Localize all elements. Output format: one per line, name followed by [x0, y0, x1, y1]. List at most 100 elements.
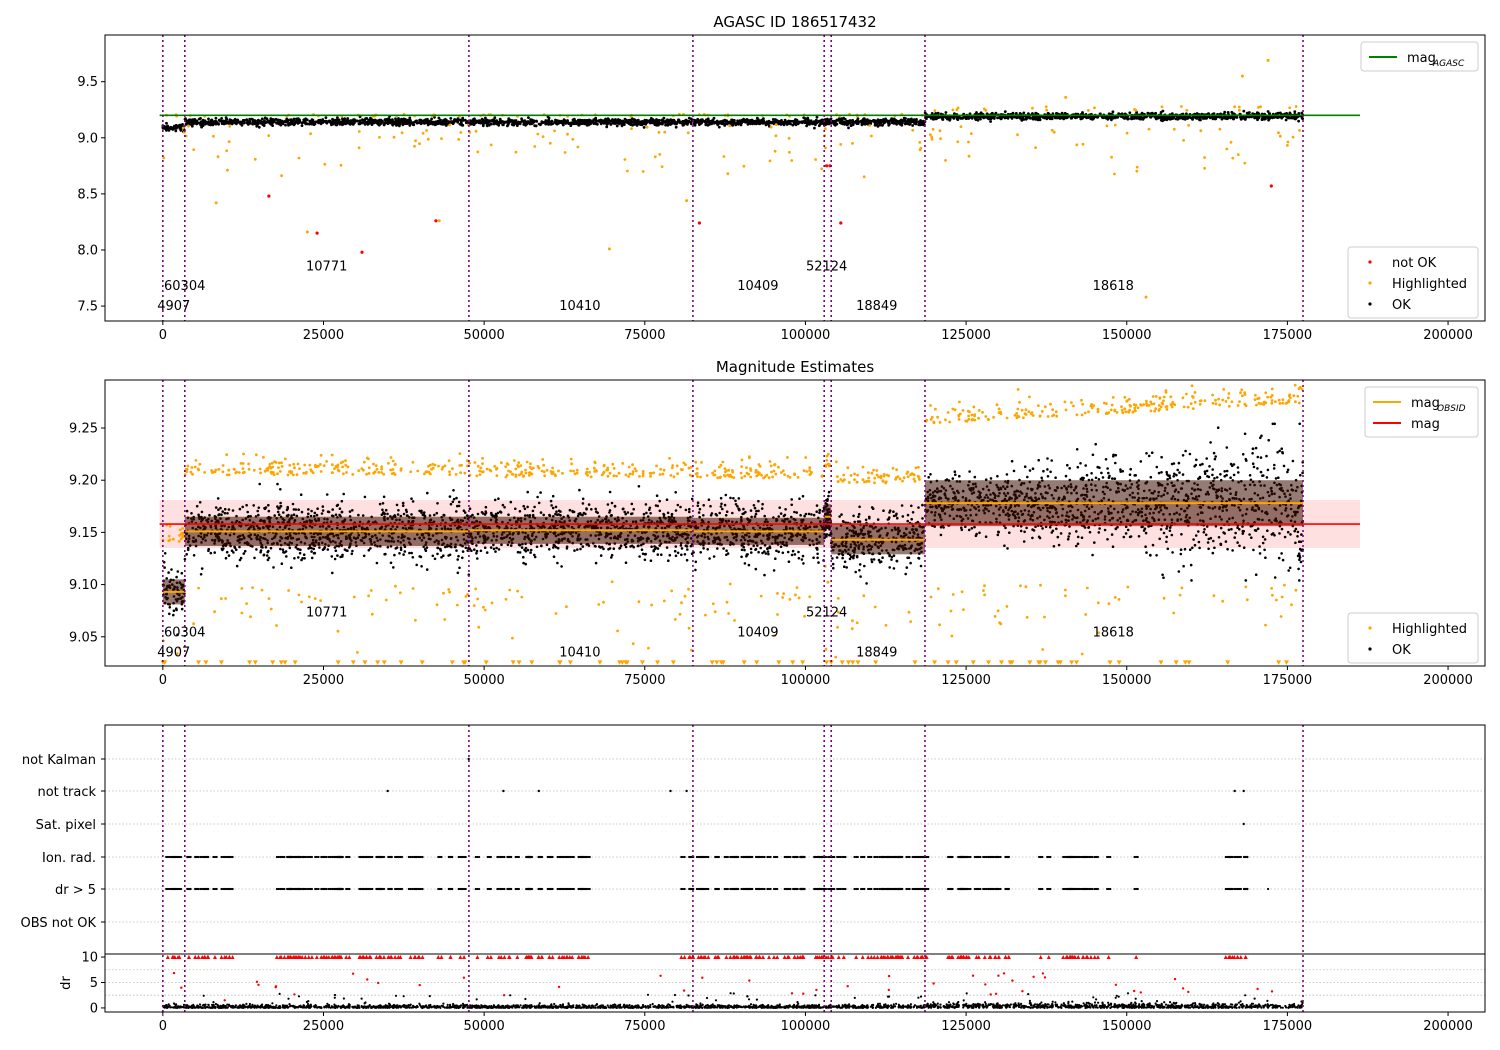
ok-point: [176, 570, 180, 573]
ok-point: [441, 121, 445, 125]
ok-point: [674, 125, 678, 129]
ok-point: [229, 118, 233, 122]
ok-point: [169, 127, 173, 130]
ok-point: [628, 118, 632, 122]
highlighted-point: [292, 473, 295, 477]
ok-point: [165, 121, 168, 125]
ok-point: [522, 555, 525, 559]
ok-point: [323, 546, 327, 549]
ok-point: [442, 554, 445, 557]
ok-point: [172, 124, 176, 128]
ok-point: [1058, 116, 1062, 120]
highlighted-point: [280, 174, 283, 178]
highlighted-point: [447, 459, 451, 463]
ok-point: [436, 552, 439, 556]
ok-point: [225, 117, 229, 121]
ok-point: [723, 124, 727, 127]
ok-point: [547, 123, 550, 126]
ok-point: [608, 120, 611, 124]
highlighted-point: [623, 158, 627, 161]
highlighted-point: [181, 527, 185, 530]
ok-point: [688, 510, 691, 514]
legend-label: not OK: [1392, 256, 1437, 271]
ok-point: [510, 123, 514, 126]
ok-point: [386, 120, 389, 123]
ok-point: [679, 505, 682, 509]
ok-point: [455, 496, 458, 500]
ok-point: [221, 510, 224, 513]
ok-point: [939, 115, 943, 119]
ok-point: [233, 545, 236, 549]
ok-point: [985, 112, 989, 116]
ok-point: [336, 503, 340, 507]
ok-point: [610, 501, 614, 505]
ok-point: [773, 119, 777, 122]
ok-point: [420, 565, 423, 568]
ok-point: [792, 122, 796, 125]
ok-point: [291, 502, 295, 506]
highlighted-point: [168, 524, 172, 528]
ok-point: [311, 121, 315, 125]
ok-point: [220, 122, 224, 125]
ok-point: [529, 551, 532, 554]
ok-point: [398, 124, 401, 128]
ok-point: [399, 514, 403, 518]
ok-point: [546, 115, 550, 119]
ok-point: [408, 116, 412, 120]
highlighted-point: [1093, 106, 1096, 110]
ok-point: [224, 556, 228, 560]
ok-point: [841, 122, 845, 126]
ok-point: [785, 123, 789, 126]
ok-point: [1101, 116, 1105, 120]
ok-point: [1201, 115, 1205, 119]
ok-point: [424, 549, 428, 552]
ok-point: [361, 514, 365, 517]
highlighted-point: [955, 108, 959, 111]
ok-point: [755, 116, 759, 120]
highlighted-point: [1087, 109, 1090, 112]
ok-point: [662, 513, 666, 517]
highlighted-point: [959, 125, 963, 129]
ok-point: [1183, 115, 1187, 119]
highlighted-point: [1259, 105, 1262, 109]
ok-point: [1031, 116, 1035, 120]
highlighted-point: [357, 130, 361, 133]
highlighted-point: [342, 472, 345, 476]
ok-point: [635, 124, 639, 127]
ok-point: [715, 119, 719, 123]
ok-point: [669, 122, 673, 126]
ok-point: [439, 547, 442, 551]
ok-point: [279, 501, 282, 505]
highlighted-point: [440, 137, 443, 141]
ok-point: [464, 546, 468, 550]
highlighted-point: [305, 230, 309, 234]
ok-point: [341, 117, 344, 121]
ok-point: [455, 510, 458, 513]
ok-point: [1132, 117, 1136, 120]
ok-point: [770, 121, 773, 125]
ok-point: [410, 497, 413, 501]
ok-point: [937, 116, 940, 119]
highlighted-point: [307, 595, 311, 599]
highlighted-point: [1291, 135, 1295, 139]
ok-point: [1185, 112, 1188, 116]
highlighted-point: [416, 469, 420, 473]
highlighted-point: [1298, 129, 1301, 132]
ok-point: [401, 123, 405, 127]
highlighted-point: [384, 598, 388, 602]
legend-subscript: AGASC: [1432, 59, 1465, 69]
ok-point: [975, 111, 978, 114]
ok-point: [765, 122, 768, 125]
ok-point: [172, 127, 176, 130]
out-of-range-marker: [381, 660, 387, 665]
highlighted-point: [421, 131, 425, 135]
highlighted-point: [1081, 142, 1085, 146]
ok-point: [431, 554, 435, 558]
ok-point: [582, 119, 586, 122]
obsid-label: 18618: [1093, 279, 1134, 294]
ok-point: [433, 513, 436, 517]
ok-point: [491, 118, 495, 122]
highlighted-point: [820, 167, 824, 171]
highlighted-point: [394, 584, 397, 588]
ok-point: [1244, 115, 1248, 119]
